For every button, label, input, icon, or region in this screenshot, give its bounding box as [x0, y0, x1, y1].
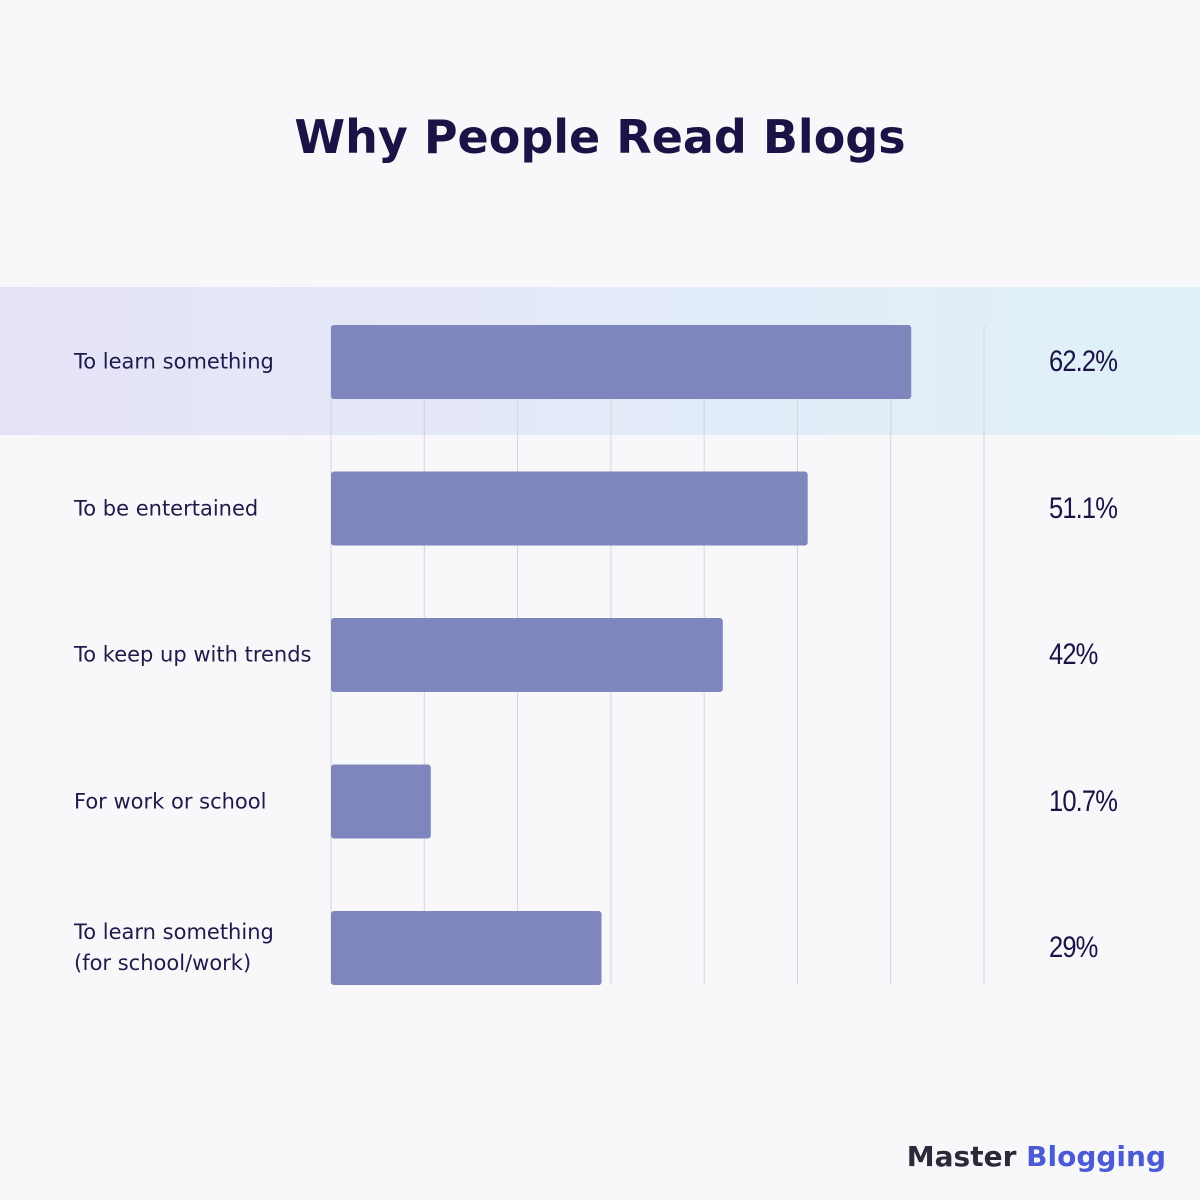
brand-first: Master: [906, 1140, 1017, 1173]
bar: [331, 911, 602, 985]
value-label: 10.7%: [1049, 784, 1118, 818]
value-label: 62.2%: [1049, 345, 1118, 378]
category-label: To keep up with trends: [74, 642, 312, 667]
category-label: To be entertained: [74, 496, 259, 520]
brand-second: Blogging: [1026, 1140, 1166, 1173]
value-label: 51.1%: [1049, 491, 1118, 525]
bar: [331, 471, 808, 546]
category-label: For work or school: [74, 789, 267, 813]
bar: [331, 618, 723, 692]
bar: [331, 764, 431, 839]
bar: [331, 325, 912, 399]
category-label: To learn something (for school/work): [74, 920, 274, 975]
value-label: 42%: [1049, 638, 1098, 671]
chart-title: Why People Read Blogs: [294, 110, 906, 164]
value-label: 29%: [1049, 931, 1098, 964]
category-label: To learn something: [74, 349, 274, 374]
brand: Master Blogging: [907, 1140, 1166, 1173]
